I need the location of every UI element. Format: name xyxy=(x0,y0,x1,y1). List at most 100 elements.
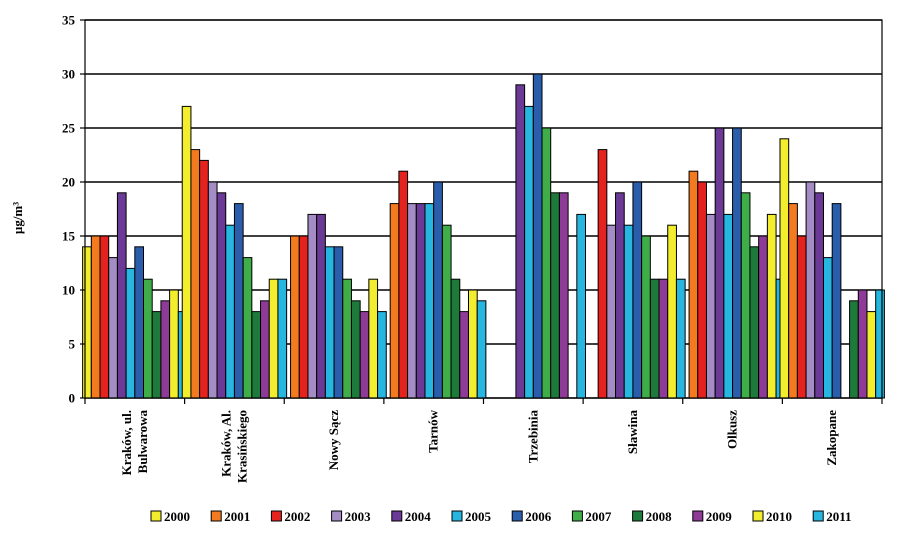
bar xyxy=(199,159,209,399)
bar xyxy=(675,278,686,399)
bar xyxy=(615,192,625,399)
bar xyxy=(524,105,534,399)
bar xyxy=(467,289,478,399)
bar xyxy=(641,235,651,399)
bar xyxy=(532,73,543,399)
bar xyxy=(90,235,101,399)
legend-label: 2001 xyxy=(224,509,250,524)
legend: 2000 2001 2002 2003 2004 2005 2006 2007 2008 2009… xyxy=(150,509,851,524)
bar xyxy=(541,127,552,399)
bar xyxy=(576,213,587,399)
y-tick-label: 30 xyxy=(62,67,75,82)
y-tick-label: 15 xyxy=(62,229,76,244)
bar xyxy=(216,192,227,399)
bar xyxy=(116,192,127,399)
legend-swatch xyxy=(692,510,704,522)
bar xyxy=(667,224,677,399)
bar xyxy=(125,267,136,399)
y-tick-label: 25 xyxy=(62,121,76,136)
category-label: Bulwarowa xyxy=(135,410,150,474)
category-label: Krasińskiego xyxy=(234,410,249,483)
bar xyxy=(99,235,110,399)
legend-swatch xyxy=(210,510,222,522)
bar xyxy=(277,278,288,399)
bar xyxy=(298,235,309,399)
bar xyxy=(233,203,244,399)
legend-label: 2000 xyxy=(164,509,190,524)
y-tick-label: 20 xyxy=(62,175,75,190)
bar xyxy=(251,311,262,399)
bar xyxy=(623,224,634,399)
bar xyxy=(714,127,725,399)
category-label: Kraków, Al. xyxy=(218,410,233,477)
bar xyxy=(342,278,352,399)
bar xyxy=(108,257,118,399)
bar xyxy=(398,170,409,399)
legend-swatch xyxy=(571,510,583,522)
bar xyxy=(779,138,790,399)
bar xyxy=(749,246,760,399)
y-tick-labels: 0 5 10 15 20 25 30 35 xyxy=(62,13,76,406)
bar xyxy=(688,170,699,399)
bar xyxy=(181,105,192,399)
bar xyxy=(207,181,218,399)
bar xyxy=(866,311,877,399)
y-axis-label: µg/m³ xyxy=(10,202,25,234)
bar xyxy=(82,246,92,399)
bar xyxy=(350,300,361,399)
bar xyxy=(597,149,608,399)
bar xyxy=(260,300,270,399)
bar xyxy=(368,278,379,399)
bar xyxy=(316,213,326,399)
bar xyxy=(632,181,643,399)
legend-label: 2010 xyxy=(766,509,792,524)
y-tick-label: 5 xyxy=(69,337,76,352)
bar xyxy=(857,289,868,399)
bar xyxy=(190,149,201,399)
bar xyxy=(606,224,617,399)
legend-label: 2003 xyxy=(345,509,372,524)
bar xyxy=(160,300,171,399)
bar xyxy=(290,235,300,399)
bar xyxy=(307,213,318,399)
bar xyxy=(441,224,452,399)
legend-label: 2004 xyxy=(405,509,432,524)
category-label: Nowy Sącz xyxy=(326,410,341,471)
bar xyxy=(424,203,435,399)
bar xyxy=(134,246,145,399)
legend-swatch xyxy=(391,510,403,522)
bar xyxy=(324,246,335,399)
bar xyxy=(740,192,751,399)
bar xyxy=(151,311,162,399)
bar xyxy=(333,246,344,399)
bar xyxy=(796,235,807,399)
bar xyxy=(766,213,777,399)
bar xyxy=(788,203,798,399)
bar xyxy=(822,257,833,399)
legend-swatch xyxy=(632,510,644,522)
bar xyxy=(515,84,526,399)
y-tick-label: 0 xyxy=(69,391,76,406)
legend-label: 2006 xyxy=(525,509,552,524)
bar xyxy=(407,203,417,399)
bar xyxy=(433,181,443,399)
bar xyxy=(732,127,742,399)
bar xyxy=(875,289,885,399)
bar xyxy=(476,300,487,399)
legend-label: 2007 xyxy=(585,509,612,524)
bar xyxy=(169,289,179,399)
legend-swatch xyxy=(451,510,463,522)
bar xyxy=(849,300,859,399)
legend-swatch xyxy=(150,510,162,522)
bar xyxy=(723,213,734,399)
category-label: Trzebinia xyxy=(525,410,540,464)
bar xyxy=(649,278,660,399)
bar xyxy=(359,311,370,399)
category-label: Zakopane xyxy=(824,410,839,466)
bar xyxy=(558,192,569,399)
legend-label: 2009 xyxy=(706,509,733,524)
legend-label: 2011 xyxy=(826,509,851,524)
bar xyxy=(831,203,842,399)
bar xyxy=(758,235,768,399)
